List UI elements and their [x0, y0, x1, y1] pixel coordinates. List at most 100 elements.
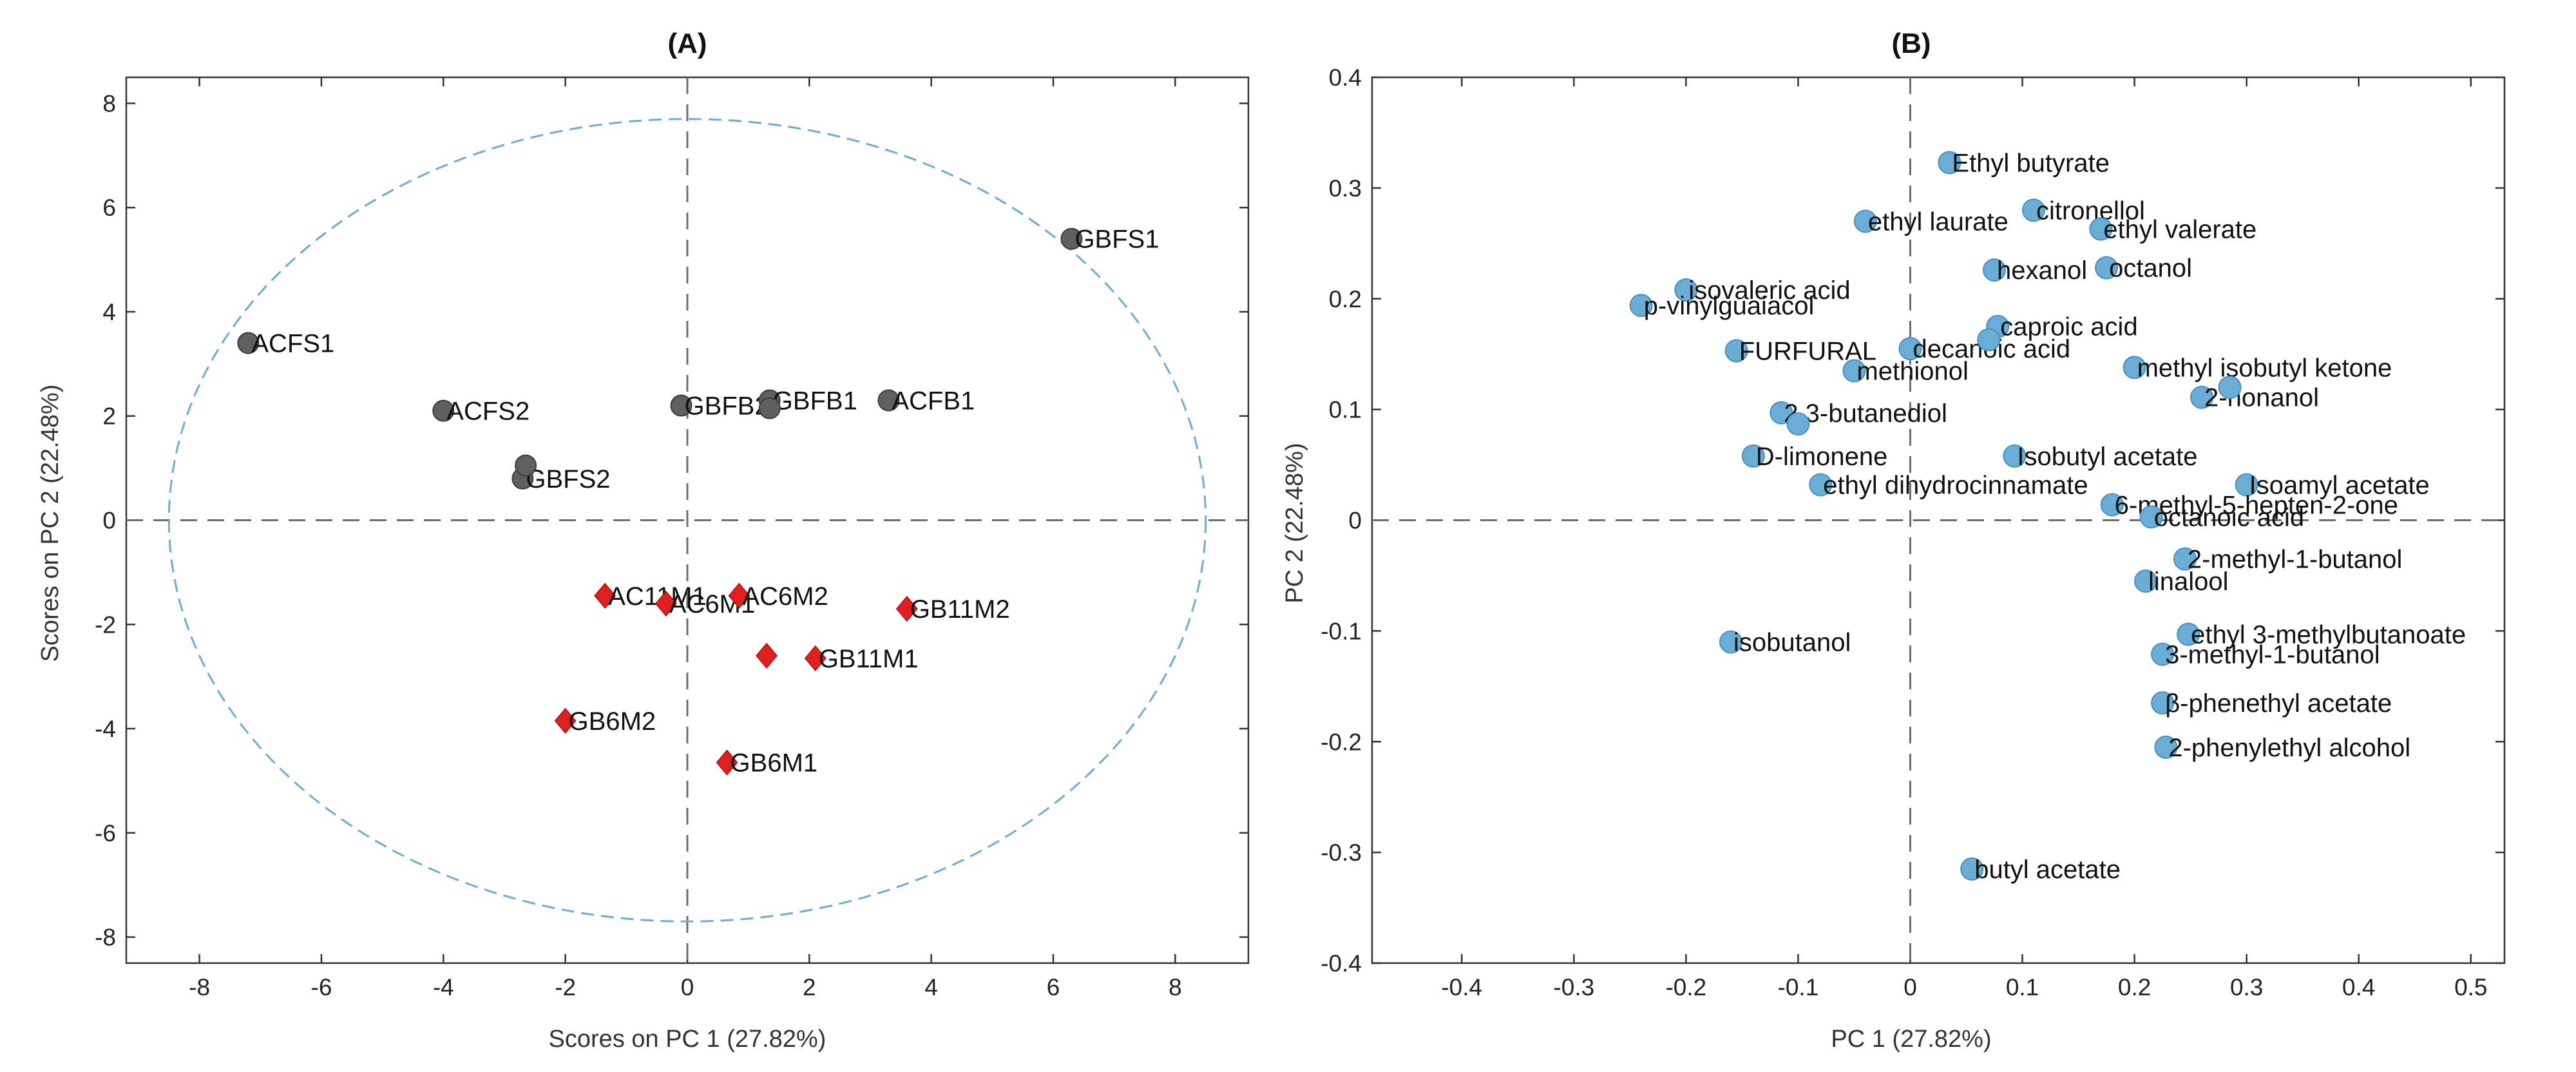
x-tick-label: -0.1: [1778, 974, 1819, 1000]
data-point: [1719, 630, 1742, 654]
data-point-diamond: [756, 642, 778, 669]
point-label: D-limonene: [1756, 443, 1888, 471]
data-point: [2218, 376, 2242, 399]
data-point: [1809, 473, 1833, 497]
point-label: methyl isobutyl ketone: [2137, 354, 2392, 382]
y-tick-label: -2: [95, 611, 116, 638]
y-tick-label: 6: [102, 195, 116, 221]
y-tick-label: 8: [102, 90, 116, 117]
point-label: GB11M1: [819, 645, 919, 673]
panel-b-points: Ethyl butyrate citronellol ethyl laurate et…: [1629, 149, 2466, 884]
point-label: Ethyl butyrate: [1952, 149, 2110, 177]
data-point: [2095, 256, 2119, 280]
data-point: [1741, 444, 1765, 468]
data-point: [2123, 356, 2146, 379]
point-label: GBFB2: [685, 392, 769, 421]
data-point: [1983, 258, 2007, 282]
point-label: GB6M2: [569, 707, 656, 736]
x-tick-label: -6: [311, 974, 332, 1000]
data-point-diamond: [594, 582, 616, 609]
point-label: GBFS1: [1074, 225, 1159, 254]
point-label: caproic acid: [2000, 313, 2137, 341]
data-point: [2190, 385, 2214, 409]
point-label: Isobutyl acetate: [2017, 443, 2197, 471]
panel-b-ticks: -0.4 -0.3 -0.2 -0.1 0 0.1 0.2 0.3 0.4 0.5 -0.4 -0.3…: [1321, 64, 2504, 1000]
point-label: 2,3-butanediol: [1784, 399, 1947, 428]
x-tick-label: 0.5: [2454, 974, 2487, 1000]
point-label: GB6M1: [730, 749, 818, 778]
data-point: [1674, 278, 1698, 302]
panel-a-x-axis-label: Scores on PC 1 (27.82%): [549, 1026, 826, 1053]
point-label: ethyl laurate: [1868, 207, 2008, 236]
x-tick-label: -2: [555, 974, 576, 1000]
y-tick-label: 0.4: [1329, 64, 1362, 91]
panel-b-y-axis-label: PC 2 (22.48%): [1281, 443, 1308, 603]
point-label: isobutanol: [1733, 629, 1851, 657]
data-point: [1060, 227, 1083, 250]
data-point: [1786, 412, 1810, 436]
x-tick-label: -0.2: [1665, 974, 1706, 1000]
point-label: ethyl 3-methylbutanoate: [2191, 621, 2466, 649]
data-point-diamond: [654, 590, 677, 617]
data-point: [2134, 570, 2158, 593]
x-tick-label: 4: [924, 974, 938, 1000]
x-tick-label: 8: [1169, 974, 1182, 1000]
point-label: GBFB1: [773, 387, 857, 415]
data-point: [1960, 857, 1984, 881]
confidence-ellipse: [167, 118, 1207, 923]
data-point-diamond: [804, 645, 826, 672]
x-tick-label: 0.3: [2230, 974, 2263, 1000]
data-point-diamond: [554, 707, 577, 734]
panel-b-zero-lines: [1372, 77, 2504, 963]
data-point: [2154, 735, 2178, 759]
point-label: methionol: [1856, 357, 1968, 385]
point-label: ethyl dihydrocinnamate: [1823, 472, 2088, 500]
point-label: β-phenethyl acetate: [2165, 689, 2392, 718]
data-point: [1938, 151, 1961, 175]
y-tick-label: -8: [95, 924, 116, 951]
point-label: ACFS1: [251, 330, 334, 358]
point-label: octanol: [2109, 254, 2192, 283]
point-label: p-vinylguaiacol: [1644, 292, 1815, 320]
data-point-diamond: [716, 749, 738, 776]
x-tick-label: 2: [803, 974, 816, 1000]
data-point: [2151, 691, 2175, 715]
x-tick-label: 0.4: [2342, 974, 2375, 1000]
point-label: GB11M2: [910, 595, 1010, 624]
x-tick-label: 0: [681, 974, 694, 1000]
data-point: [2089, 217, 2113, 241]
panel-b-x-axis-label: PC 1 (27.82%): [1831, 1026, 1991, 1053]
point-label: 3-methyl-1-butanol: [2165, 640, 2380, 669]
x-tick-label: -0.4: [1441, 974, 1482, 1000]
data-point: [1770, 401, 1793, 425]
panel-a-y-axis-label: Scores on PC 2 (22.48%): [37, 385, 64, 662]
y-tick-label: -6: [95, 820, 116, 847]
panel-a-title: (A): [667, 28, 707, 59]
data-point-diamond: [895, 595, 918, 622]
x-tick-label: 0.1: [2006, 974, 2039, 1000]
point-label: AC6M2: [742, 582, 828, 611]
point-label: linalool: [2148, 568, 2229, 596]
y-tick-label: 0.3: [1329, 175, 1362, 202]
data-point: [1629, 294, 1653, 318]
data-point: [1898, 337, 1922, 361]
y-tick-label: -0.1: [1321, 618, 1362, 644]
panel-b-title: (B): [1891, 28, 1931, 59]
y-tick-label: -0.4: [1321, 950, 1362, 977]
panel-a-zero-lines: [126, 77, 1248, 963]
data-point: [2173, 547, 2197, 571]
data-point: [1853, 209, 1877, 233]
point-label: 2-phenylethyl alcohol: [2168, 734, 2410, 762]
point-label: hexanol: [1997, 256, 2087, 285]
data-point: [2151, 642, 2175, 666]
data-point: [2003, 444, 2027, 468]
data-point: [2177, 622, 2200, 646]
y-tick-label: -4: [95, 716, 116, 742]
point-label: ethyl valerate: [2103, 215, 2256, 244]
x-tick-label: -0.3: [1553, 974, 1594, 1000]
point-label: GBFS2: [526, 465, 610, 493]
data-point: [877, 389, 900, 412]
x-tick-label: 6: [1047, 974, 1060, 1000]
